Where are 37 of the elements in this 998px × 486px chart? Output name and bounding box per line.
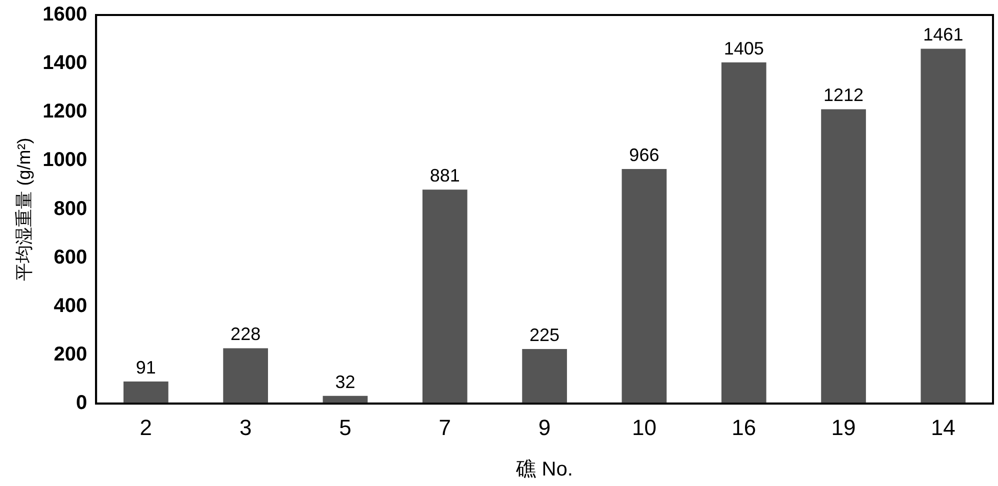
x-tick-label: 3 xyxy=(239,414,252,440)
y-tick-label: 0 xyxy=(76,392,88,414)
y-axis-title: 平均湿重量 (g/m²) xyxy=(14,138,34,281)
x-tick-label: 19 xyxy=(831,414,856,440)
bar xyxy=(124,382,168,404)
data-label: 966 xyxy=(629,144,660,165)
y-tick-label: 1400 xyxy=(42,52,88,74)
data-label: 1212 xyxy=(823,85,864,106)
bar xyxy=(522,348,567,404)
x-tick-label: 7 xyxy=(438,414,452,440)
y-tick-label: 600 xyxy=(54,246,88,268)
y-tick-label: 1600 xyxy=(42,4,88,26)
y-tick-label: 800 xyxy=(54,198,88,220)
bar xyxy=(920,48,966,404)
y-tick-label: 200 xyxy=(54,344,88,366)
data-label: 1405 xyxy=(724,38,764,58)
x-axis-title: 礁 No. xyxy=(515,458,573,481)
x-tick-label: 10 xyxy=(632,414,656,440)
data-label: 881 xyxy=(430,166,460,186)
bar xyxy=(223,348,268,404)
x-tick-label: 9 xyxy=(538,414,551,440)
y-tick-label: 1200 xyxy=(42,100,88,123)
bar xyxy=(821,109,866,404)
y-tick-label: 400 xyxy=(54,294,88,317)
data-label: 228 xyxy=(230,324,261,344)
data-label: 225 xyxy=(530,324,560,345)
x-tick-label: 16 xyxy=(732,414,756,440)
data-label: 91 xyxy=(136,357,156,378)
x-tick-label: 5 xyxy=(339,414,352,440)
data-label: 1461 xyxy=(923,24,964,45)
bar xyxy=(721,62,766,404)
bar xyxy=(622,168,667,404)
bar xyxy=(422,190,468,404)
data-label: 32 xyxy=(335,372,356,392)
x-tick-label: 14 xyxy=(930,414,956,440)
x-tick-label: 2 xyxy=(140,414,152,440)
y-tick-label: 1000 xyxy=(42,149,88,172)
